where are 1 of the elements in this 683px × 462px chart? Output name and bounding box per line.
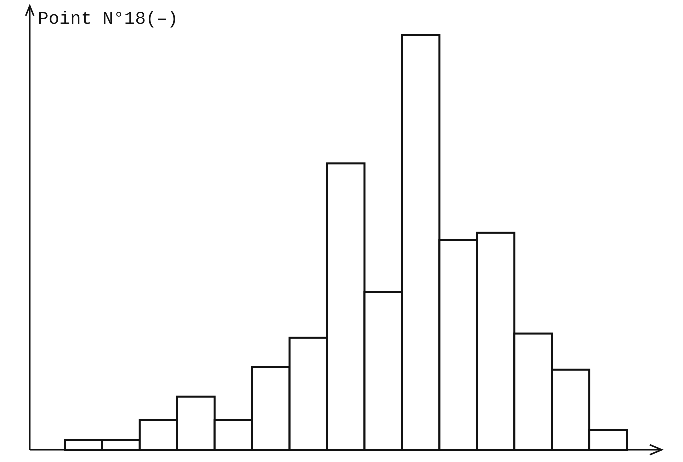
chart-title: Point N°18(–) — [38, 10, 178, 30]
